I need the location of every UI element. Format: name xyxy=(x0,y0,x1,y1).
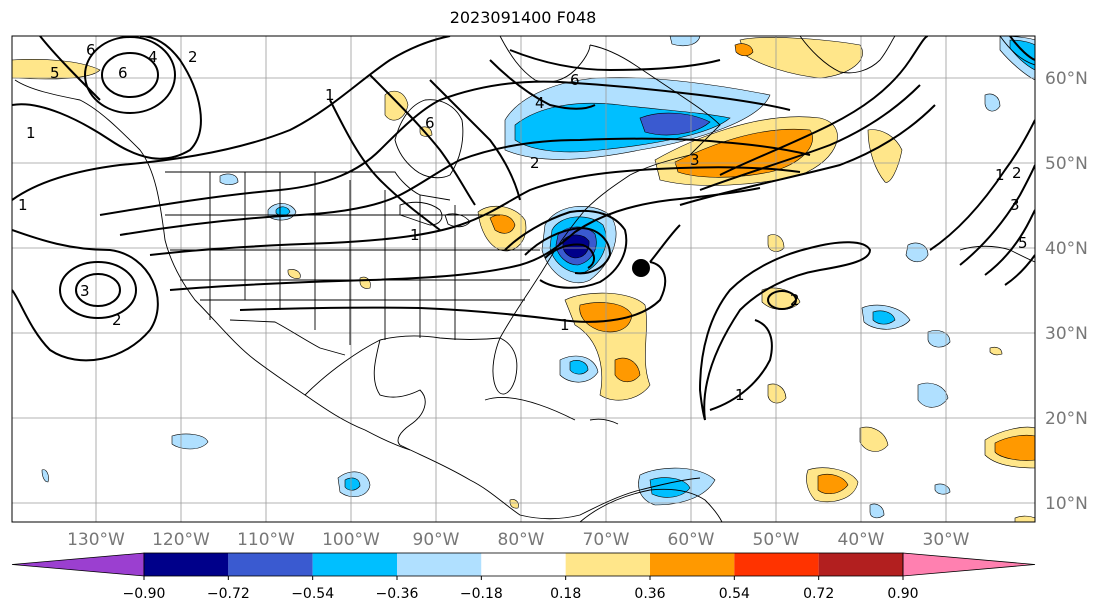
contour-label: 2 xyxy=(1012,164,1022,182)
map-title: 2023091400 F048 xyxy=(449,8,597,27)
lon-label: 70°W xyxy=(583,530,630,550)
colorbar-bin xyxy=(228,553,313,576)
lon-label: 60°W xyxy=(668,530,715,550)
lat-label: 50°N xyxy=(1045,154,1088,174)
colorbar-bin xyxy=(481,553,566,576)
colorbar-bin xyxy=(734,553,819,576)
map-frame xyxy=(11,35,1036,523)
colorbar-tick-label: 0.18 xyxy=(550,586,581,602)
contour-label: 5 xyxy=(1018,234,1028,252)
colorbar-bin xyxy=(397,553,482,576)
colorbar-extend-high xyxy=(902,552,1036,577)
contour-label: 1 xyxy=(325,86,335,104)
lat-label: 40°N xyxy=(1045,239,1088,259)
lon-label: 50°W xyxy=(753,530,800,550)
longitude-labels: 130°W 120°W 110°W 100°W 90°W 80°W 70°W 6… xyxy=(67,530,970,550)
contour-label: 5 xyxy=(50,64,60,82)
colorbar: −0.90 −0.72 −0.54 −0.36 −0.18 0.18 0.36 0.54 0.7… xyxy=(11,552,1036,602)
contour-label-group: 6 6 4 2 5 6 6 4 3 2 1 1 3 2 1 1 1 1 2 3 … xyxy=(18,41,1028,404)
contour-label: 1 xyxy=(26,124,36,142)
contour-label: 1 xyxy=(735,386,745,404)
contour-label: 6 xyxy=(425,114,435,132)
contour-label: 1 xyxy=(560,316,570,334)
lon-label: 40°W xyxy=(838,530,885,550)
contour-label: 2 xyxy=(530,154,540,172)
contour-label: 2 xyxy=(790,291,800,309)
colorbar-tick-label: 0.54 xyxy=(719,586,750,602)
contour-label: 4 xyxy=(535,94,545,112)
contour-label: 1 xyxy=(18,196,28,214)
contour-label: 1 xyxy=(410,226,420,244)
colorbar-tick-label: 0.36 xyxy=(634,586,665,602)
colorbar-tick-label: −0.54 xyxy=(291,586,334,602)
contour-label: 4 xyxy=(148,48,158,66)
colorbar-bin xyxy=(144,553,229,576)
latitude-labels: 60°N 50°N 40°N 30°N 20°N 10°N xyxy=(1045,69,1088,514)
lat-label: 30°N xyxy=(1045,324,1088,344)
colorbar-outline xyxy=(143,552,904,577)
contour-label: 3 xyxy=(80,282,90,300)
contour-label: 2 xyxy=(112,311,122,329)
lat-label: 60°N xyxy=(1045,69,1088,89)
colorbar-tick-label: −0.18 xyxy=(460,586,503,602)
contour-label: 6 xyxy=(118,64,128,82)
colorbar-tick-label: −0.36 xyxy=(376,586,419,602)
coastlines xyxy=(14,36,1035,522)
colorbar-tick-label: −0.72 xyxy=(207,586,250,602)
lon-label: 80°W xyxy=(498,530,545,550)
contour-label: 3 xyxy=(690,151,700,169)
colorbar-tick-label: 0.90 xyxy=(887,586,918,602)
lon-label: 130°W xyxy=(67,530,125,550)
lat-label: 10°N xyxy=(1045,494,1088,514)
contour-lines xyxy=(12,36,1035,421)
lon-label: 90°W xyxy=(413,530,460,550)
contour-label: 1 xyxy=(995,166,1005,184)
colorbar-tick-label: 0.72 xyxy=(803,586,834,602)
contour-label: 6 xyxy=(86,41,96,59)
contour-label: 2 xyxy=(188,48,198,66)
lon-label: 110°W xyxy=(237,530,295,550)
colorbar-tick-label: −0.90 xyxy=(123,586,166,602)
colorbar-bin xyxy=(312,553,397,576)
contour-label: 6 xyxy=(570,71,580,89)
lon-label: 30°W xyxy=(923,530,970,550)
colorbar-bin xyxy=(650,553,735,576)
lon-label: 120°W xyxy=(152,530,210,550)
colorbar-extend-low xyxy=(11,552,145,577)
colorbar-bin xyxy=(565,553,650,576)
colorbar-bin xyxy=(818,553,903,576)
contour-label: 3 xyxy=(1010,196,1020,214)
storm-marker-dot xyxy=(632,259,650,277)
lon-label: 100°W xyxy=(322,530,380,550)
lat-label: 20°N xyxy=(1045,409,1088,429)
